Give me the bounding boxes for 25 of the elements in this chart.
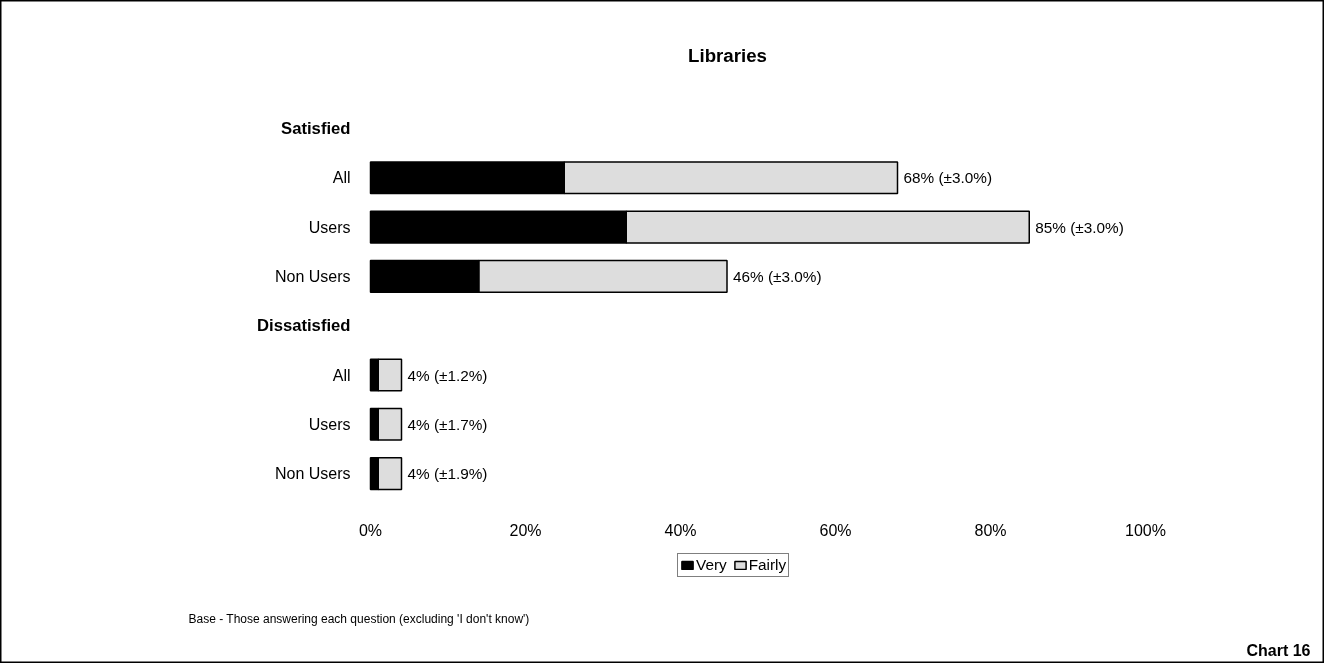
chart-title: Libraries: [688, 45, 767, 66]
y-tick-label: Dissatisfied: [257, 316, 351, 336]
y-tick-label: Non Users: [274, 465, 351, 483]
total-label: 4% (±1.2%): [407, 366, 488, 384]
x-tick-label: 80%: [974, 522, 1007, 539]
y-tick-label: Non Users: [274, 267, 351, 285]
y-tick-label: Users: [308, 218, 351, 236]
total-label: 46% (±3.0%): [733, 267, 822, 285]
x-tick-label: 40%: [664, 522, 697, 539]
legend-label: Very: [696, 556, 727, 574]
x-tick-label: 100%: [1125, 522, 1166, 539]
x-tick-label: 0%: [358, 522, 383, 539]
text: Base - Those answering each question (excluding 'I don't know'): [188, 611, 530, 626]
y-tick-label: All: [332, 366, 351, 384]
x-tick-label: 60%: [819, 522, 852, 539]
total-label: 4% (±1.7%): [407, 415, 488, 433]
y-tick-label: Satisfied: [281, 119, 351, 138]
total-label: 4% (±1.9%): [407, 465, 488, 483]
legend-label: Fairly: [748, 556, 787, 574]
x-tick-label: 20%: [509, 522, 542, 539]
y-tick-label: All: [332, 169, 351, 187]
caption: Chart 16: [1246, 642, 1311, 659]
total-label: 68% (±3.0%): [903, 169, 992, 187]
y-tick-label: Users: [308, 415, 351, 433]
total-label: 85% (±3.0%): [1035, 218, 1124, 236]
